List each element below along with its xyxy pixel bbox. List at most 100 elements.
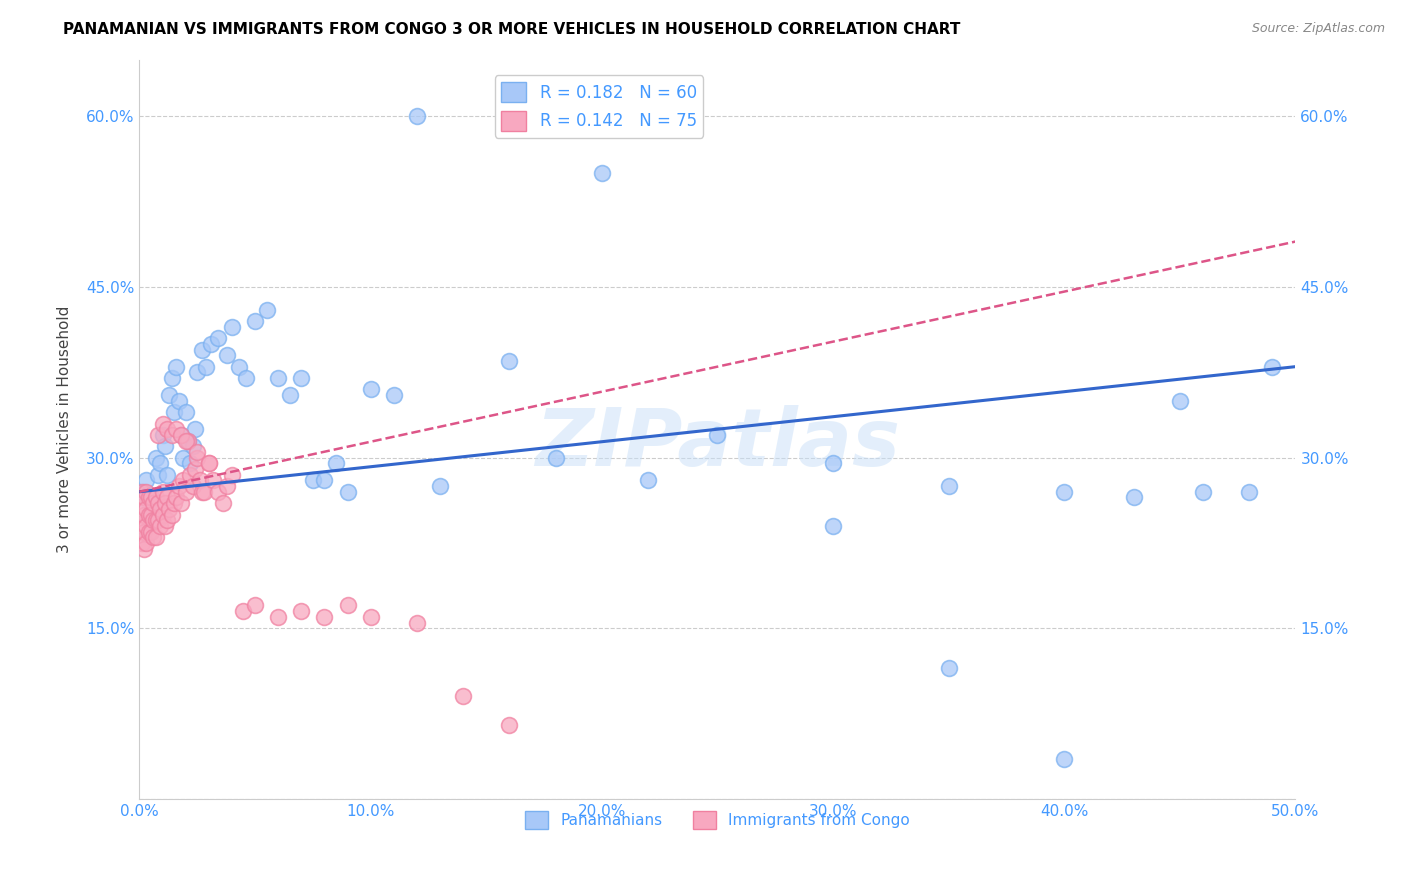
Point xyxy=(301,474,323,488)
Point xyxy=(146,496,169,510)
Point xyxy=(177,434,200,448)
Point xyxy=(191,343,214,357)
Point xyxy=(451,690,474,704)
Point xyxy=(938,661,960,675)
Point xyxy=(179,467,201,482)
Point xyxy=(1192,484,1215,499)
Point xyxy=(172,450,194,465)
Point xyxy=(938,479,960,493)
Point xyxy=(153,496,176,510)
Point xyxy=(174,434,197,448)
Text: Source: ZipAtlas.com: Source: ZipAtlas.com xyxy=(1251,22,1385,36)
Point xyxy=(232,604,254,618)
Point xyxy=(139,524,162,539)
Point xyxy=(336,484,359,499)
Point xyxy=(314,474,336,488)
Point xyxy=(170,496,193,510)
Point xyxy=(405,110,427,124)
Point xyxy=(132,508,155,522)
Point xyxy=(153,439,176,453)
Point xyxy=(139,508,162,522)
Point xyxy=(188,474,211,488)
Point xyxy=(243,599,266,613)
Point xyxy=(360,610,382,624)
Point xyxy=(163,405,186,419)
Point xyxy=(290,371,312,385)
Point xyxy=(498,718,520,732)
Point xyxy=(174,405,197,419)
Point xyxy=(131,519,153,533)
Point xyxy=(165,359,187,374)
Point xyxy=(145,530,167,544)
Point xyxy=(172,474,194,488)
Point xyxy=(142,513,165,527)
Point xyxy=(131,501,153,516)
Point xyxy=(821,456,844,470)
Point xyxy=(278,388,301,402)
Point xyxy=(195,359,218,374)
Y-axis label: 3 or more Vehicles in Household: 3 or more Vehicles in Household xyxy=(58,306,72,553)
Point xyxy=(131,536,153,550)
Point xyxy=(207,331,229,345)
Point xyxy=(336,599,359,613)
Point xyxy=(179,456,201,470)
Point xyxy=(132,541,155,556)
Point xyxy=(167,393,190,408)
Point xyxy=(145,513,167,527)
Point xyxy=(256,302,278,317)
Point xyxy=(360,383,382,397)
Point xyxy=(138,491,160,505)
Point xyxy=(170,428,193,442)
Point xyxy=(198,456,221,470)
Point xyxy=(186,365,208,379)
Point xyxy=(170,428,193,442)
Point xyxy=(193,484,215,499)
Point xyxy=(135,519,157,533)
Point xyxy=(382,388,405,402)
Point xyxy=(132,484,155,499)
Point xyxy=(198,456,221,470)
Point xyxy=(207,484,229,499)
Point xyxy=(135,501,157,516)
Point xyxy=(149,519,172,533)
Point xyxy=(167,479,190,493)
Point xyxy=(159,501,181,516)
Point xyxy=(1261,359,1284,374)
Point xyxy=(267,371,290,385)
Point xyxy=(1122,491,1144,505)
Point xyxy=(160,508,183,522)
Point xyxy=(591,166,613,180)
Point xyxy=(1053,484,1076,499)
Legend: Panamanians, Immigrants from Congo: Panamanians, Immigrants from Congo xyxy=(519,805,915,836)
Point xyxy=(181,439,204,453)
Point xyxy=(165,491,187,505)
Point xyxy=(290,604,312,618)
Point xyxy=(200,337,222,351)
Point xyxy=(149,456,172,470)
Point xyxy=(160,371,183,385)
Point xyxy=(142,496,165,510)
Point xyxy=(202,474,225,488)
Point xyxy=(138,524,160,539)
Point xyxy=(174,484,197,499)
Point xyxy=(138,508,160,522)
Point xyxy=(405,615,427,630)
Point xyxy=(544,450,567,465)
Point xyxy=(156,422,179,436)
Point xyxy=(146,513,169,527)
Point xyxy=(217,348,239,362)
Point xyxy=(135,536,157,550)
Point xyxy=(498,354,520,368)
Point xyxy=(159,388,181,402)
Point xyxy=(235,371,257,385)
Point xyxy=(821,519,844,533)
Point xyxy=(149,501,172,516)
Point xyxy=(152,508,174,522)
Point xyxy=(1237,484,1260,499)
Point xyxy=(186,450,208,465)
Point xyxy=(135,474,157,488)
Point xyxy=(1168,393,1191,408)
Point xyxy=(186,445,208,459)
Point xyxy=(156,513,179,527)
Point xyxy=(142,530,165,544)
